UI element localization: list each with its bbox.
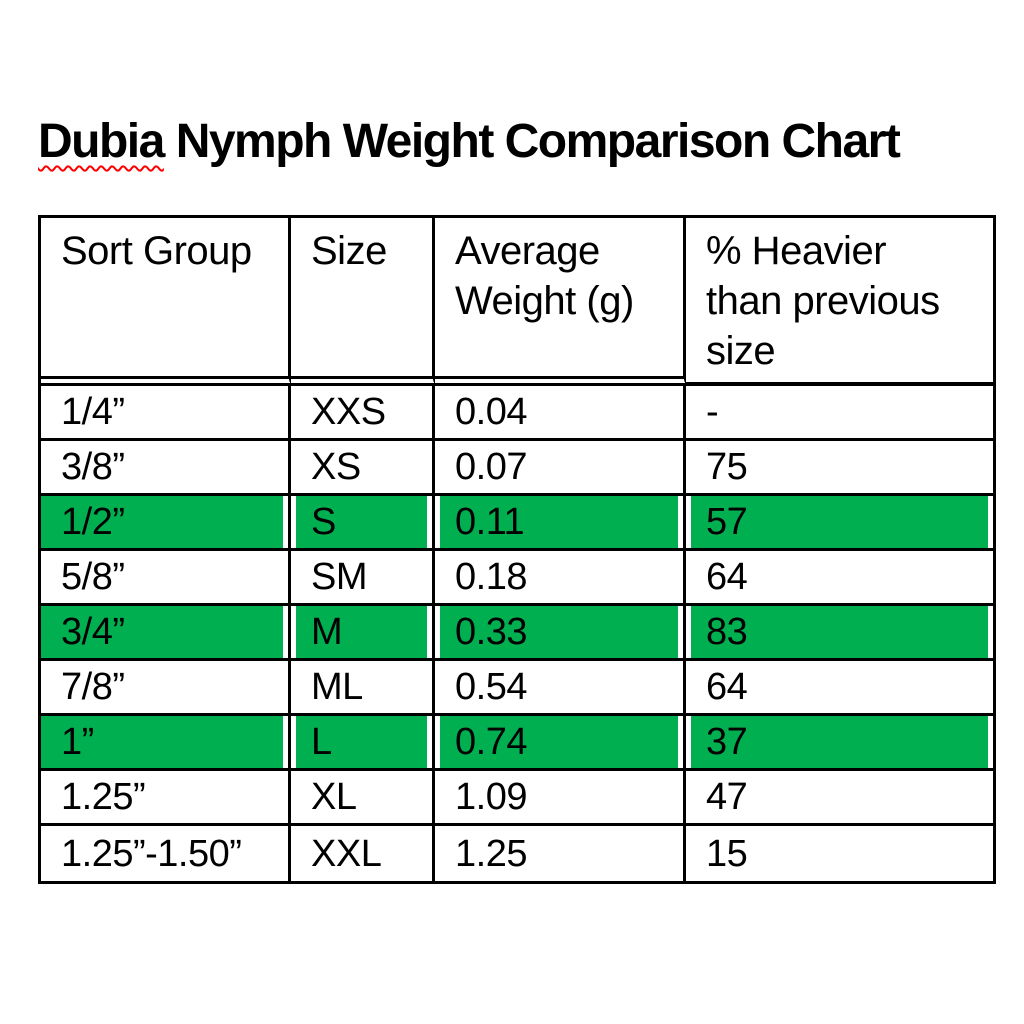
weight-comparison-table: Sort Group Size Average Weight (g) % Hea… bbox=[38, 215, 996, 884]
header-line: Average bbox=[455, 229, 600, 273]
table-row: 7/8” ML 0.54 64 bbox=[41, 661, 993, 716]
page-title: Dubia Nymph Weight Comparison Chart bbox=[38, 114, 901, 169]
header-line: % Heavier bbox=[706, 229, 887, 273]
cell-size: M bbox=[291, 606, 435, 661]
cell-sort-group: 1” bbox=[41, 716, 291, 771]
cell-sort-group: 3/4” bbox=[41, 606, 291, 661]
table-row: 5/8” SM 0.18 64 bbox=[41, 551, 993, 606]
cell-sort-group: 1/2” bbox=[41, 496, 291, 551]
cell-size: ML bbox=[291, 661, 435, 716]
cell-sort-group: 1/4” bbox=[41, 386, 291, 441]
table-row: 3/4” M 0.33 83 bbox=[41, 606, 993, 661]
cell-sort-group: 5/8” bbox=[41, 551, 291, 606]
cell-size: S bbox=[291, 496, 435, 551]
table-row: 1/4” XXS 0.04 - bbox=[41, 386, 993, 441]
table-body: 1/4” XXS 0.04 - 3/8” XS 0.07 75 1/2” S 0… bbox=[41, 386, 993, 881]
header-line: Weight (g) bbox=[455, 279, 634, 323]
cell-avg-weight: 0.74 bbox=[435, 716, 686, 771]
cell-pct-heavier: 64 bbox=[686, 661, 993, 716]
cell-sort-group: 1.25” bbox=[41, 771, 291, 826]
header-pct-heavier: % Heavier than previous size bbox=[686, 218, 993, 386]
cell-size: XL bbox=[291, 771, 435, 826]
cell-avg-weight: 0.18 bbox=[435, 551, 686, 606]
cell-avg-weight: 0.07 bbox=[435, 441, 686, 496]
header-sort-group: Sort Group bbox=[41, 218, 291, 386]
cell-pct-heavier: 47 bbox=[686, 771, 993, 826]
table-row: 3/8” XS 0.07 75 bbox=[41, 441, 993, 496]
cell-avg-weight: 0.33 bbox=[435, 606, 686, 661]
cell-sort-group: 1.25”-1.50” bbox=[41, 826, 291, 881]
cell-size: XXL bbox=[291, 826, 435, 881]
cell-avg-weight: 1.25 bbox=[435, 826, 686, 881]
cell-size: XXS bbox=[291, 386, 435, 441]
cell-pct-heavier: - bbox=[686, 386, 993, 441]
cell-size: SM bbox=[291, 551, 435, 606]
header-row: Sort Group Size Average Weight (g) % Hea… bbox=[41, 218, 993, 386]
table-row: 1.25”-1.50” XXL 1.25 15 bbox=[41, 826, 993, 881]
cell-sort-group: 3/8” bbox=[41, 441, 291, 496]
table-row: 1” L 0.74 37 bbox=[41, 716, 993, 771]
cell-sort-group: 7/8” bbox=[41, 661, 291, 716]
header-size: Size bbox=[291, 218, 435, 386]
header-line: Size bbox=[311, 229, 387, 273]
cell-pct-heavier: 37 bbox=[686, 716, 993, 771]
cell-pct-heavier: 57 bbox=[686, 496, 993, 551]
table-row: 1.25” XL 1.09 47 bbox=[41, 771, 993, 826]
table-header: Sort Group Size Average Weight (g) % Hea… bbox=[41, 218, 993, 386]
header-line: Sort Group bbox=[61, 229, 252, 273]
header-line: size bbox=[706, 329, 776, 373]
cell-pct-heavier: 64 bbox=[686, 551, 993, 606]
header-average-weight: Average Weight (g) bbox=[435, 218, 686, 386]
cell-avg-weight: 0.11 bbox=[435, 496, 686, 551]
cell-avg-weight: 1.09 bbox=[435, 771, 686, 826]
cell-pct-heavier: 75 bbox=[686, 441, 993, 496]
cell-avg-weight: 0.54 bbox=[435, 661, 686, 716]
title-misspelled-word: Dubia bbox=[38, 115, 165, 168]
cell-pct-heavier: 15 bbox=[686, 826, 993, 881]
table-row: 1/2” S 0.11 57 bbox=[41, 496, 993, 551]
cell-size: L bbox=[291, 716, 435, 771]
cell-size: XS bbox=[291, 441, 435, 496]
title-rest: Nymph Weight Comparison Chart bbox=[175, 115, 901, 168]
cell-avg-weight: 0.04 bbox=[435, 386, 686, 441]
cell-pct-heavier: 83 bbox=[686, 606, 993, 661]
header-line: than previous bbox=[706, 279, 940, 323]
